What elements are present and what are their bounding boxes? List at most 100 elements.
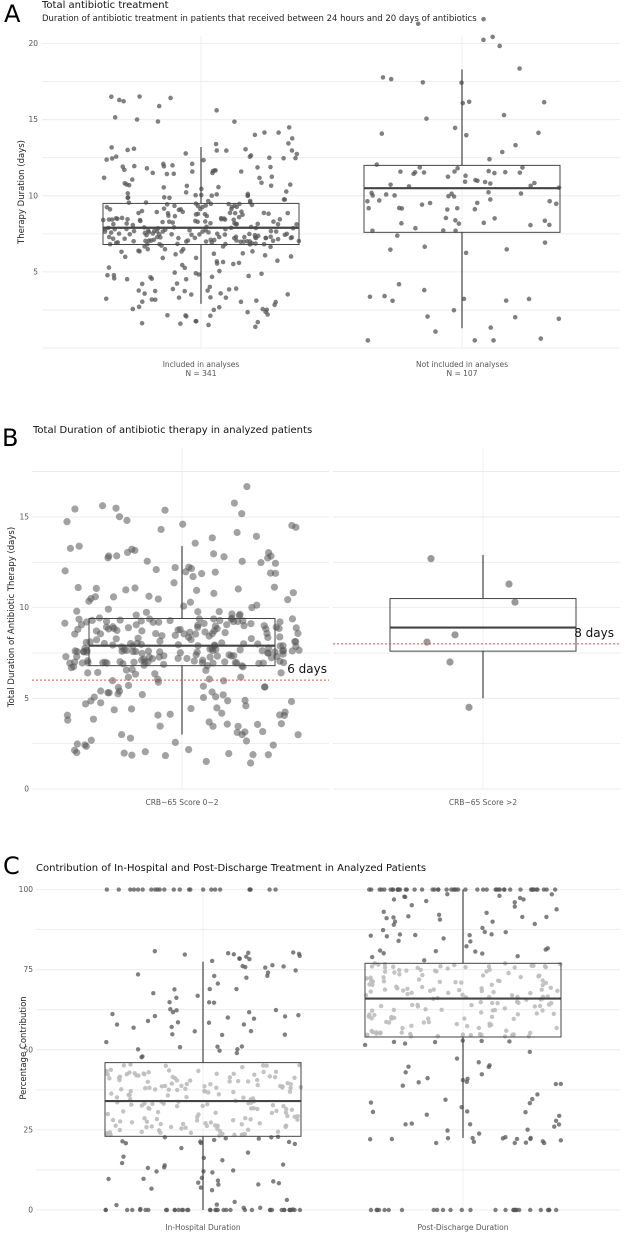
data-point <box>184 633 193 641</box>
data-point <box>552 887 558 892</box>
data-point <box>460 100 466 106</box>
data-point <box>193 270 199 276</box>
data-point <box>255 1106 260 1112</box>
data-point <box>439 1007 444 1013</box>
data-point <box>138 627 146 635</box>
data-point <box>212 693 220 701</box>
data-point <box>141 658 149 666</box>
data-point <box>176 235 181 241</box>
data-point <box>507 887 513 892</box>
data-point <box>284 189 289 194</box>
data-point <box>277 720 285 728</box>
data-point <box>267 887 272 892</box>
data-point <box>270 583 279 591</box>
data-point <box>78 659 86 667</box>
data-point <box>125 147 130 153</box>
data-point <box>440 1207 446 1213</box>
data-point <box>440 228 446 233</box>
data-point <box>547 198 552 204</box>
data-point <box>556 316 562 322</box>
data-point <box>421 1020 427 1025</box>
data-point <box>486 1064 491 1070</box>
data-point <box>388 76 394 82</box>
data-point <box>217 1128 223 1134</box>
data-point <box>366 1014 371 1019</box>
data-point <box>139 1055 144 1060</box>
data-point <box>489 932 494 937</box>
data-point <box>503 929 508 935</box>
data-point <box>172 203 177 209</box>
data-point <box>259 727 267 736</box>
data-point <box>526 296 532 302</box>
data-point <box>193 586 201 594</box>
data-point <box>215 1044 220 1049</box>
data-point <box>555 988 560 994</box>
data-point <box>273 887 278 892</box>
data-point <box>269 174 275 180</box>
data-point <box>523 1109 528 1115</box>
data-point <box>532 921 537 927</box>
data-point <box>184 1094 189 1100</box>
data-point <box>187 564 196 573</box>
data-point <box>174 995 179 1000</box>
data-point <box>183 277 189 282</box>
data-point <box>112 115 118 120</box>
data-point <box>464 944 469 949</box>
data-point <box>405 986 410 991</box>
x-category-label: In-Hospital Duration <box>165 1223 240 1232</box>
data-point <box>282 1032 288 1037</box>
data-point <box>189 161 195 167</box>
data-point <box>201 157 206 163</box>
data-point <box>412 170 418 175</box>
data-point <box>222 232 228 237</box>
data-point <box>117 730 126 739</box>
data-point <box>425 314 430 319</box>
box-iqr <box>88 618 276 667</box>
data-point <box>497 887 503 892</box>
data-point <box>230 261 236 267</box>
data-point <box>223 720 231 728</box>
data-point <box>163 1207 169 1213</box>
data-point <box>463 173 468 179</box>
data-point <box>138 690 146 699</box>
data-point <box>231 217 236 223</box>
data-point <box>512 965 517 970</box>
data-point <box>191 630 200 638</box>
data-point <box>234 617 242 626</box>
data-point <box>271 1179 276 1184</box>
data-point <box>194 1118 200 1123</box>
data-point <box>443 215 449 221</box>
data-point <box>183 654 191 663</box>
y-tick-label: 10 <box>28 191 38 200</box>
data-point <box>218 709 226 717</box>
data-point <box>247 154 253 160</box>
data-point <box>425 1075 430 1081</box>
panel-letter-b: B <box>2 424 18 452</box>
data-point <box>542 218 548 224</box>
data-point <box>107 1076 112 1081</box>
data-point <box>105 1072 110 1077</box>
data-point <box>490 1000 495 1006</box>
data-point <box>171 171 177 177</box>
data-point <box>292 1141 298 1147</box>
data-point <box>166 219 172 225</box>
data-point <box>200 1103 205 1109</box>
data-point <box>106 1176 111 1182</box>
data-point <box>116 231 122 236</box>
data-point <box>81 700 90 708</box>
data-point <box>392 970 397 975</box>
data-point <box>216 1182 221 1187</box>
data-point <box>185 746 193 754</box>
data-point <box>172 270 178 275</box>
data-point <box>420 80 426 85</box>
data-point <box>490 1008 496 1013</box>
data-point <box>245 1150 251 1155</box>
data-point <box>151 990 156 996</box>
data-point <box>170 163 175 168</box>
data-point <box>540 978 545 983</box>
data-point <box>189 572 197 581</box>
data-point <box>286 141 291 146</box>
data-point <box>372 1012 377 1018</box>
data-point <box>512 1140 517 1146</box>
data-point <box>103 296 109 302</box>
